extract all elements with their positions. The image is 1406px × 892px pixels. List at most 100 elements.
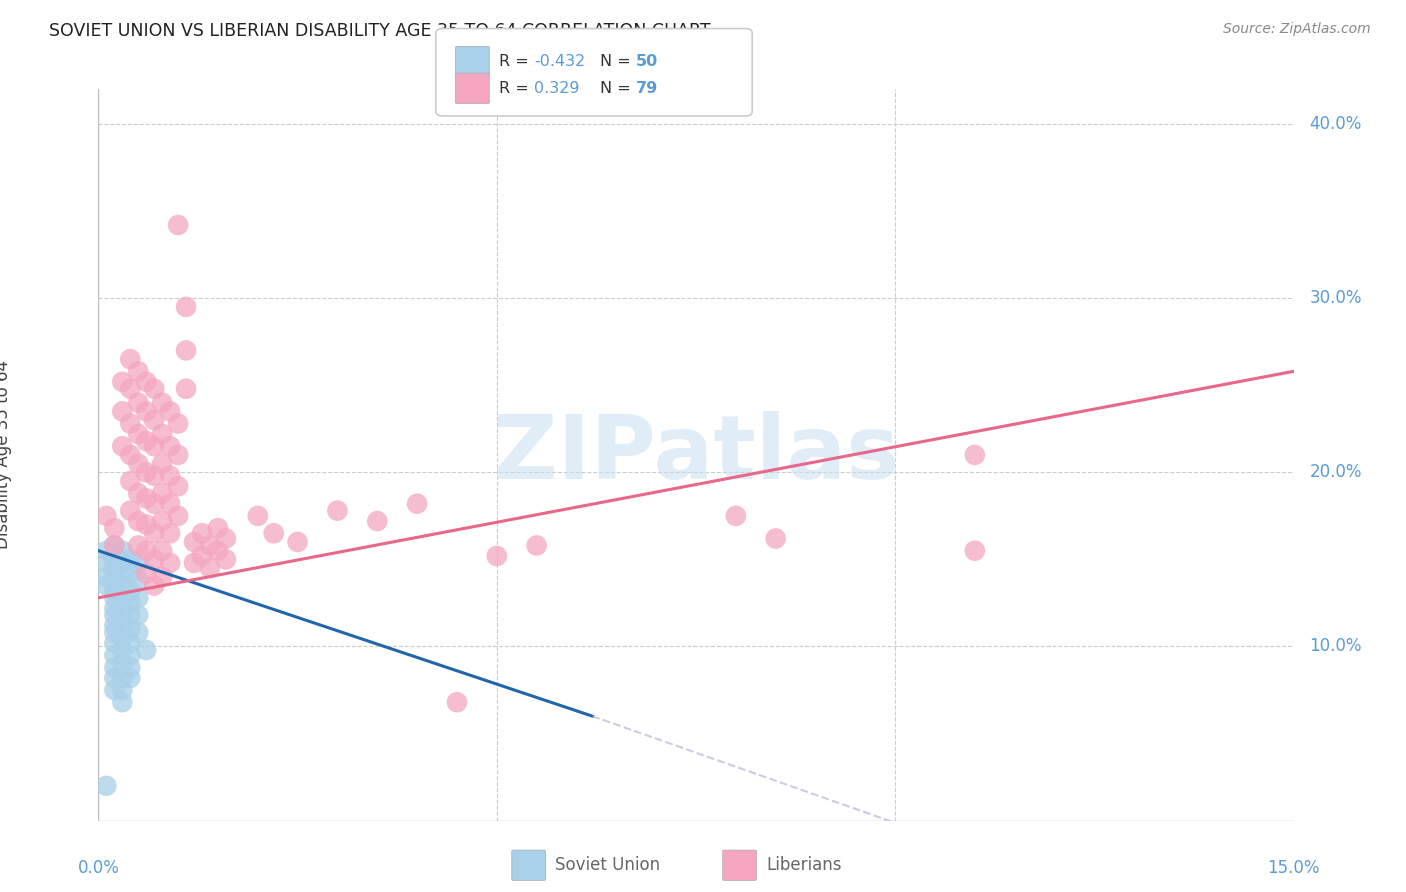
- Point: [120, 660, 142, 674]
- Point: [143, 526, 166, 541]
- Text: N =: N =: [600, 54, 637, 69]
- Point: [127, 395, 149, 409]
- Point: [159, 497, 181, 511]
- Point: [103, 648, 125, 663]
- Point: [120, 583, 142, 598]
- Point: [120, 608, 142, 623]
- Point: [150, 427, 173, 442]
- Text: 0.329: 0.329: [534, 81, 579, 95]
- Point: [111, 683, 134, 698]
- Point: [724, 508, 747, 523]
- Point: [143, 439, 166, 453]
- Point: [103, 583, 125, 598]
- Point: [127, 486, 149, 500]
- Point: [127, 591, 149, 605]
- Point: [135, 566, 157, 581]
- Point: [120, 382, 142, 396]
- Point: [120, 417, 142, 431]
- Point: [167, 218, 190, 232]
- Point: [111, 565, 134, 579]
- Point: [485, 549, 508, 563]
- Point: [96, 570, 118, 584]
- Point: [103, 591, 125, 605]
- Point: [765, 532, 787, 546]
- Point: [135, 643, 157, 657]
- Point: [135, 434, 157, 448]
- Text: N =: N =: [600, 81, 637, 95]
- Point: [526, 539, 548, 553]
- Point: [191, 526, 214, 541]
- Point: [207, 543, 229, 558]
- Point: [96, 543, 118, 558]
- Point: [127, 539, 149, 553]
- Point: [287, 535, 309, 549]
- Point: [111, 375, 134, 389]
- Point: [103, 618, 125, 632]
- Point: [111, 439, 134, 453]
- Point: [174, 382, 197, 396]
- Point: [174, 300, 197, 314]
- Point: [111, 631, 134, 645]
- Point: [111, 671, 134, 685]
- Point: [135, 543, 157, 558]
- Point: [963, 543, 986, 558]
- Point: [127, 427, 149, 442]
- Text: 10.0%: 10.0%: [1309, 638, 1362, 656]
- Point: [120, 352, 142, 367]
- Point: [406, 497, 429, 511]
- Point: [127, 514, 149, 528]
- Point: [103, 601, 125, 615]
- Point: [198, 539, 221, 553]
- Point: [120, 648, 142, 663]
- Point: [120, 671, 142, 685]
- Point: [96, 779, 118, 793]
- Point: [135, 466, 157, 480]
- Point: [159, 556, 181, 570]
- Point: [103, 625, 125, 640]
- Point: [183, 556, 205, 570]
- Point: [167, 417, 190, 431]
- Point: [198, 561, 221, 575]
- Point: [103, 539, 125, 553]
- Point: [366, 514, 388, 528]
- Point: [111, 543, 134, 558]
- Point: [111, 695, 134, 709]
- Point: [167, 479, 190, 493]
- Point: [167, 508, 190, 523]
- Point: [103, 608, 125, 623]
- Point: [150, 514, 173, 528]
- Point: [96, 556, 118, 570]
- Point: [111, 618, 134, 632]
- Point: [167, 448, 190, 462]
- Point: [143, 552, 166, 566]
- Point: [111, 605, 134, 619]
- Point: [127, 364, 149, 378]
- Point: [143, 497, 166, 511]
- Point: [150, 570, 173, 584]
- Point: [103, 565, 125, 579]
- Point: [135, 517, 157, 532]
- Point: [111, 578, 134, 592]
- Point: [103, 683, 125, 698]
- Text: 79: 79: [636, 81, 658, 95]
- Text: SOVIET UNION VS LIBERIAN DISABILITY AGE 35 TO 64 CORRELATION CHART: SOVIET UNION VS LIBERIAN DISABILITY AGE …: [49, 22, 711, 40]
- Text: 30.0%: 30.0%: [1309, 289, 1362, 307]
- Point: [120, 636, 142, 650]
- Point: [111, 591, 134, 605]
- Point: [159, 404, 181, 418]
- Point: [127, 608, 149, 623]
- Point: [150, 395, 173, 409]
- Point: [103, 671, 125, 685]
- Point: [111, 657, 134, 671]
- Text: 50: 50: [636, 54, 658, 69]
- Point: [143, 382, 166, 396]
- Point: [96, 508, 118, 523]
- Point: [143, 413, 166, 427]
- Text: 15.0%: 15.0%: [1267, 859, 1320, 877]
- Text: Soviet Union: Soviet Union: [555, 856, 661, 874]
- Point: [127, 625, 149, 640]
- Point: [127, 556, 149, 570]
- Point: [183, 535, 205, 549]
- Point: [191, 549, 214, 563]
- Point: [120, 566, 142, 581]
